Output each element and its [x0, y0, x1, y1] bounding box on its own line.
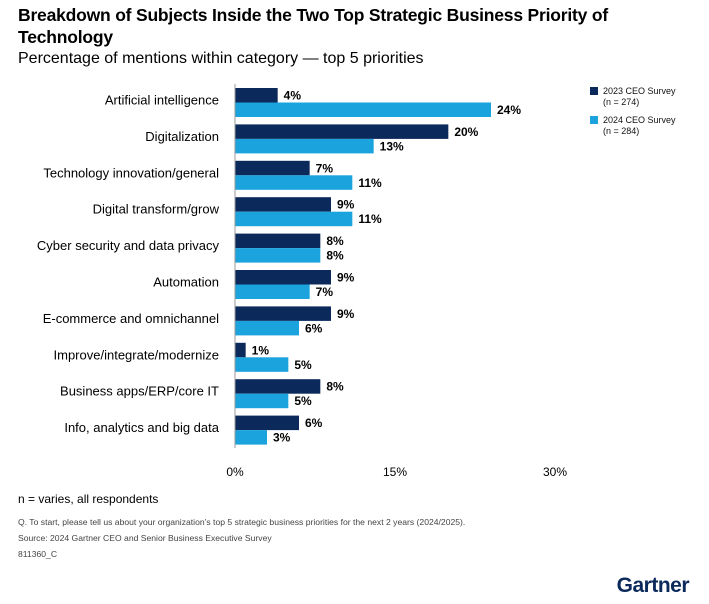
bar [235, 248, 321, 263]
x-tick-label: 15% [383, 465, 407, 479]
respondents-note: n = varies, all respondents [18, 492, 159, 506]
bar [235, 88, 278, 103]
legend-n-2024: (n = 284) [603, 125, 640, 136]
category-label: Artificial intelligence [105, 93, 219, 108]
chart-id: 811360_C [18, 549, 58, 559]
category-label: Digitalization [145, 129, 219, 144]
bar [235, 393, 289, 409]
data-label: 24% [497, 103, 521, 117]
data-label: 8% [326, 234, 344, 248]
legend-swatch-2024 [590, 116, 598, 124]
data-label: 4% [284, 89, 302, 103]
category-label: E-commerce and omnichannel [43, 311, 219, 326]
bar [235, 306, 331, 321]
category-label: Cyber security and data privacy [37, 238, 220, 253]
chart-title: Breakdown of Subjects Inside the Two Top… [18, 5, 608, 47]
data-label: 6% [305, 416, 323, 430]
data-label: 9% [337, 271, 355, 285]
data-label: 5% [294, 394, 312, 408]
data-label: 6% [305, 321, 323, 335]
bar [235, 102, 491, 117]
bar [235, 175, 353, 190]
bar [235, 342, 246, 358]
category-label: Business apps/ERP/core IT [60, 384, 219, 399]
category-label: Technology innovation/general [43, 165, 219, 180]
bar [235, 138, 374, 154]
data-label: 1% [252, 343, 270, 357]
legend-item-2023: 2023 CEO Survey (n = 274) [590, 86, 676, 107]
bar [235, 233, 321, 249]
category-label: Automation [153, 275, 219, 290]
category-label: Info, analytics and big data [64, 420, 219, 435]
bar [235, 284, 310, 299]
bar [235, 124, 449, 139]
bar [235, 197, 331, 212]
bar [235, 430, 267, 445]
data-label: 8% [326, 249, 344, 263]
bar [235, 320, 299, 336]
bar [235, 379, 321, 394]
x-tick-label: 30% [543, 465, 567, 479]
bar [235, 270, 331, 285]
chart-subtitle: Percentage of mentions within category —… [18, 50, 424, 67]
data-label: 13% [380, 139, 404, 153]
legend: 2023 CEO Survey (n = 274) 2024 CEO Surve… [590, 86, 676, 144]
data-label: 9% [337, 307, 355, 321]
survey-question: Q. To start, please tell us about your o… [18, 517, 466, 527]
legend-label-2023: 2023 CEO Survey [603, 86, 676, 96]
legend-swatch-2023 [590, 87, 598, 95]
data-label: 9% [337, 198, 355, 212]
data-label: 7% [316, 285, 334, 299]
legend-label-2024: 2024 CEO Survey [603, 115, 676, 125]
source-note: Source: 2024 Gartner CEO and Senior Busi… [18, 533, 272, 543]
bar [235, 160, 310, 176]
bar [235, 357, 289, 372]
legend-item-2024: 2024 CEO Survey (n = 284) [590, 115, 676, 136]
data-label: 11% [358, 176, 382, 190]
data-label: 20% [454, 125, 478, 139]
x-tick-label: 0% [226, 465, 244, 479]
gartner-logo: Gartner [616, 574, 690, 597]
data-label: 11% [358, 212, 382, 226]
bar [235, 211, 353, 227]
data-label: 7% [316, 161, 334, 175]
data-label: 8% [326, 380, 344, 394]
data-label: 3% [273, 431, 291, 445]
category-label: Digital transform/grow [93, 202, 220, 217]
bar [235, 415, 299, 431]
category-label: Improve/integrate/modernize [54, 347, 219, 362]
data-label: 5% [294, 358, 312, 372]
legend-n-2023: (n = 274) [603, 96, 640, 107]
